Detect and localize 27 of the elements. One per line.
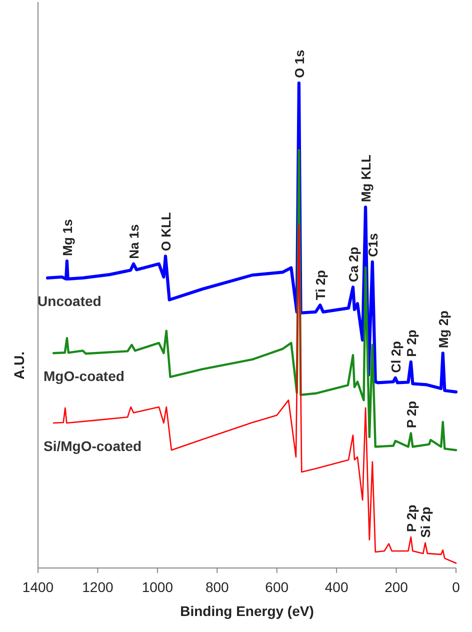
annotation: Si 2p	[418, 506, 434, 538]
x-axis-title: Binding Energy (eV)	[180, 603, 314, 619]
annotation: Mg 2p	[436, 310, 451, 348]
x-tick-label: 0	[452, 579, 460, 595]
annotation: O 1s	[292, 50, 307, 78]
annotation: Cl 2p	[388, 341, 404, 373]
annotation: Mg KLL	[358, 154, 374, 202]
x-tick-label: 600	[265, 579, 289, 595]
annotation: Ca 2p	[346, 246, 361, 282]
x-tick-label: 200	[384, 579, 408, 595]
y-axis-title: A.U.	[11, 352, 27, 380]
annotation: Ti 2p	[313, 270, 328, 300]
annotation: O KLL	[158, 212, 174, 252]
annotation: Mg 1s	[60, 219, 75, 256]
x-tick-label: 800	[205, 579, 230, 595]
series-label: Uncoated	[38, 292, 102, 309]
annotation: Na 1s	[126, 224, 142, 259]
series-label: MgO-coated	[44, 368, 124, 384]
x-tick-label: 1000	[142, 579, 174, 595]
annotation: C1s	[365, 233, 380, 257]
annotation: P 2p	[404, 330, 419, 357]
x-tick-label: 1200	[82, 579, 114, 595]
annotation: P 2p	[404, 400, 419, 428]
x-tick-label: 1400	[22, 579, 54, 595]
x-tick-label: 400	[324, 579, 348, 595]
annotation: P 2p	[404, 504, 419, 532]
series-label: Si/MgO-coated	[44, 438, 142, 454]
